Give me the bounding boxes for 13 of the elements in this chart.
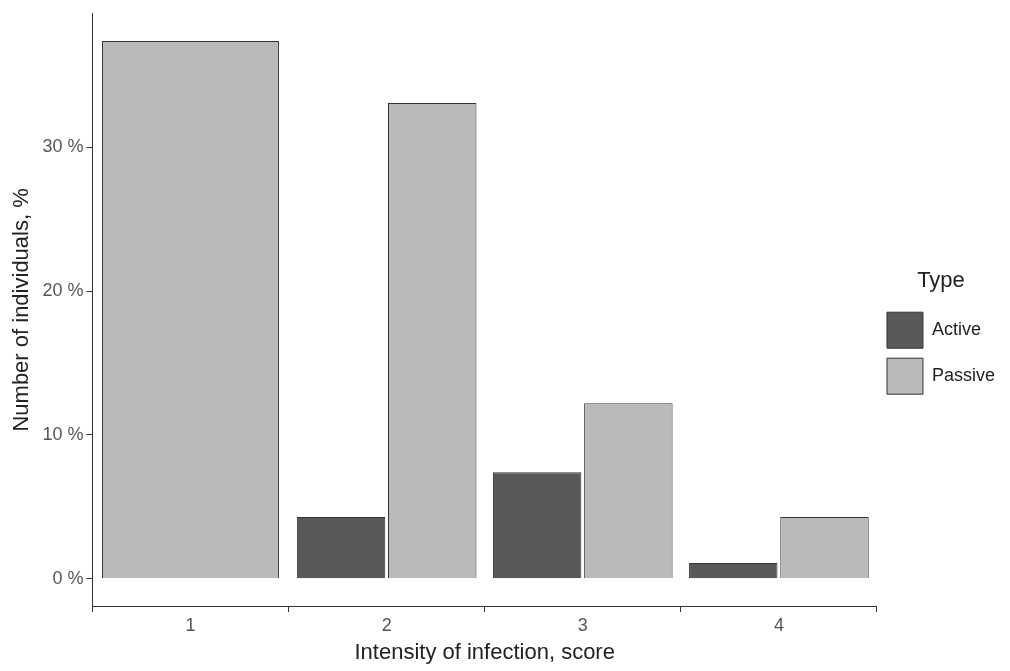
legend-label: Passive	[931, 365, 995, 386]
y-axis-title: Number of individuals, %	[8, 188, 34, 432]
x-tick-label: 1	[185, 614, 196, 635]
legend-title: Type	[917, 266, 965, 292]
y-tick-label: 30 %	[42, 136, 84, 157]
x-tick-label: 4	[773, 614, 784, 635]
x-axis-title: Intensity of infection, score	[354, 638, 615, 664]
x-tick-label: 3	[577, 614, 588, 635]
legend-label: Active	[931, 319, 981, 340]
y-tick-label: 10 %	[42, 423, 84, 444]
x-tick-label: 2	[381, 614, 392, 635]
y-tick-label: 0 %	[52, 567, 84, 588]
y-tick-label: 20 %	[42, 280, 84, 301]
